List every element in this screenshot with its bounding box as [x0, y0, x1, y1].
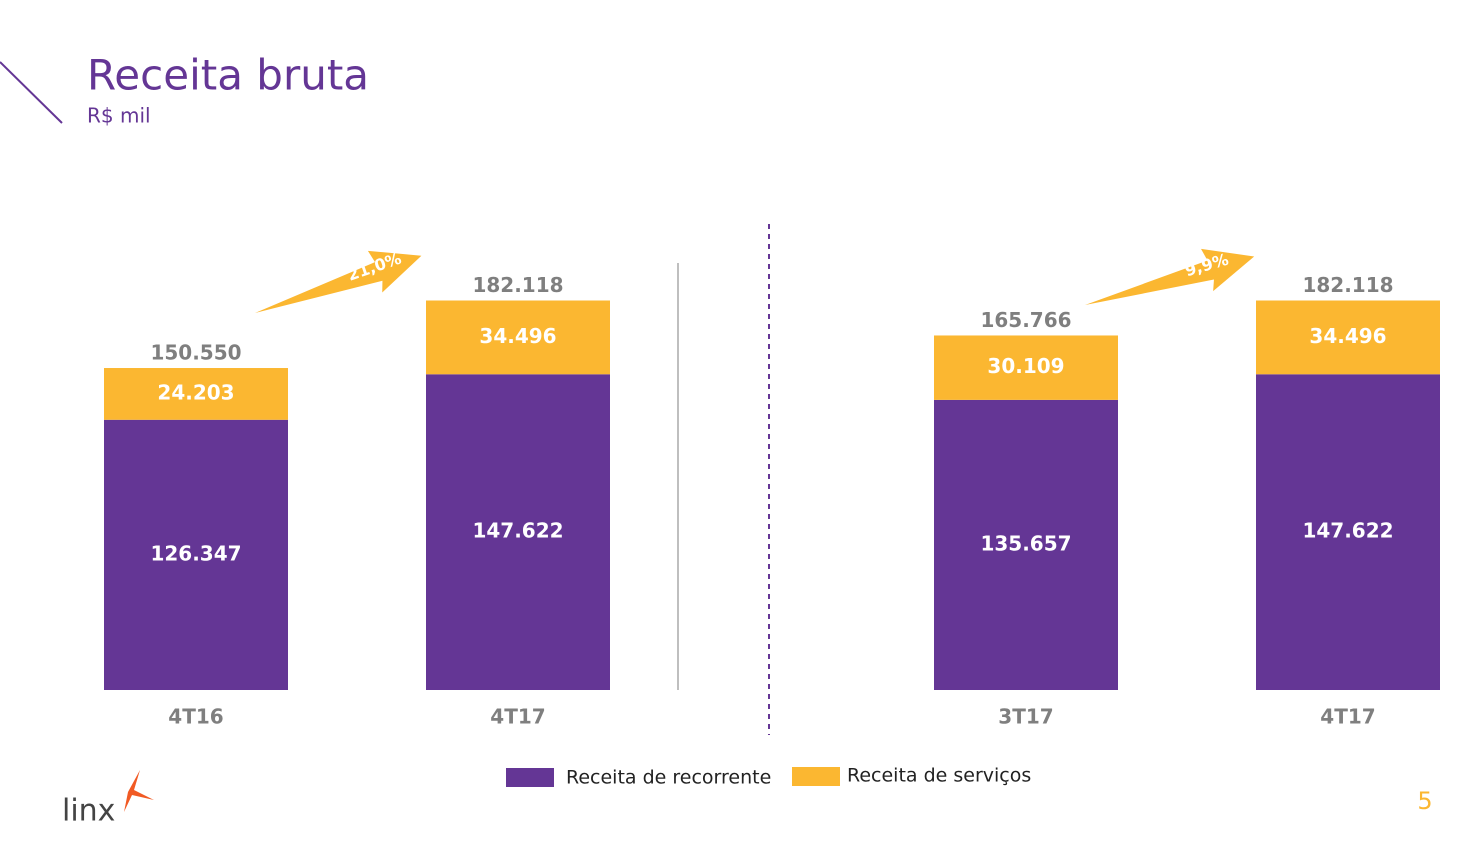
value-label: 30.109 — [987, 354, 1064, 378]
bar-segment — [104, 368, 288, 420]
bar-segment — [934, 335, 1118, 400]
total-label: 182.118 — [472, 273, 563, 297]
title: Receita bruta — [87, 51, 369, 100]
value-label: 34.496 — [1309, 324, 1386, 348]
bar-segment — [426, 300, 610, 375]
legend-label: Receita de serviços — [847, 765, 1031, 787]
value-label: 147.622 — [1302, 519, 1393, 543]
value-label: 147.622 — [472, 519, 563, 543]
logo-mark — [124, 770, 154, 812]
bar-segment — [426, 374, 610, 690]
legend-swatch — [506, 768, 554, 787]
value-label: 135.657 — [980, 531, 1071, 555]
arrow-shape — [255, 250, 422, 313]
x-tick-label: 3T17 — [998, 705, 1053, 729]
bar-segment — [1256, 300, 1440, 375]
bar-segment — [104, 419, 288, 690]
x-tick-label: 4T17 — [490, 705, 545, 729]
growth-arrow: 21,0% — [255, 249, 422, 313]
x-tick-label: 4T16 — [168, 705, 223, 729]
value-label: 24.203 — [157, 380, 234, 404]
x-tick-label: 4T17 — [1320, 705, 1375, 729]
subtitle: R$ mil — [87, 104, 151, 128]
growth-arrow: 9,9% — [1085, 248, 1255, 305]
legend-label: Receita de recorrente — [566, 767, 771, 789]
bar-segment — [1256, 374, 1440, 690]
value-label: 34.496 — [479, 324, 556, 348]
arrow-shape — [1085, 248, 1255, 305]
corner-line — [0, 61, 63, 124]
page-number: 5 — [1417, 787, 1432, 815]
total-label: 182.118 — [1302, 273, 1393, 297]
value-label: 126.347 — [150, 541, 241, 565]
total-label: 165.766 — [980, 308, 1071, 332]
bar-segment — [934, 399, 1118, 690]
logo: linx — [62, 794, 115, 829]
total-label: 150.550 — [150, 341, 241, 365]
legend-swatch — [792, 767, 840, 786]
